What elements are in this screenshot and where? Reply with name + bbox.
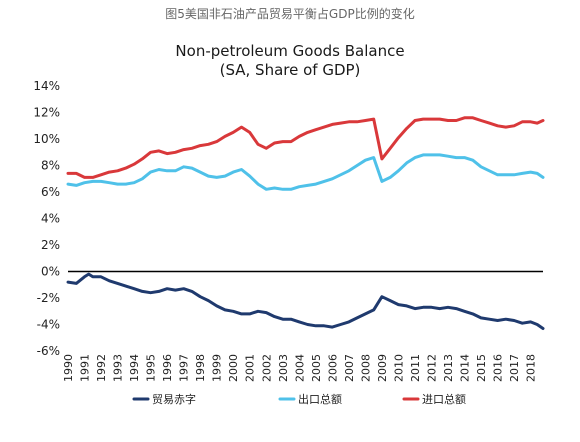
- x-axis: 1990 1991 1992 1993 1994 1995 1996 1997 1998 1999…: [62, 354, 538, 382]
- x-tick-label: 2011: [409, 354, 422, 382]
- x-tick-label: 2014: [459, 354, 472, 382]
- x-tick-label: 2003: [277, 354, 290, 382]
- y-tick-label: 10%: [33, 132, 60, 146]
- y-tick-label: 0%: [41, 265, 60, 279]
- x-tick-label: 1995: [145, 354, 158, 382]
- y-tick-label: 6%: [41, 185, 60, 199]
- chart-subtitle: (SA, Share of GDP): [219, 61, 361, 79]
- x-tick-label: 2018: [525, 354, 538, 382]
- x-tick-label: 1992: [95, 354, 108, 382]
- x-tick-label: 1991: [79, 354, 92, 382]
- x-tick-label: 2016: [492, 354, 505, 382]
- x-tick-label: 2002: [260, 354, 273, 382]
- x-tick-label: 2005: [310, 354, 323, 382]
- chart-title: Non-petroleum Goods Balance: [175, 42, 405, 60]
- x-tick-label: 2010: [392, 354, 405, 382]
- series-line-1: [66, 272, 545, 330]
- y-tick-label: 14%: [33, 79, 60, 93]
- x-tick-label: 1996: [161, 354, 174, 382]
- legend-label-3: 进口总额: [422, 392, 466, 406]
- y-tick-label: 4%: [41, 212, 60, 226]
- y-tick-label: 12%: [33, 106, 60, 120]
- legend-label-2: 出口总额: [298, 392, 342, 406]
- x-tick-label: 2009: [376, 354, 389, 382]
- y-tick-label: -4%: [37, 318, 60, 332]
- legend: 贸易赤字 出口总额 进口总额: [132, 392, 466, 406]
- series-lines: [66, 116, 545, 330]
- series-line-2: [66, 153, 545, 191]
- y-axis: -6% -4% -2% 0% 2% 4% 6% 8% 10% 12% 14%: [33, 79, 60, 358]
- series-line-3: [66, 116, 545, 179]
- x-tick-label: 1993: [112, 354, 125, 382]
- y-tick-label: 8%: [41, 159, 60, 173]
- x-tick-label: 2013: [442, 354, 455, 382]
- x-tick-label: 2004: [293, 354, 306, 382]
- x-tick-label: 2017: [508, 354, 521, 382]
- x-tick-label: 1999: [211, 354, 224, 382]
- x-tick-label: 1997: [178, 354, 191, 382]
- y-tick-label: -6%: [37, 344, 60, 358]
- legend-label-1: 贸易赤字: [152, 392, 196, 406]
- y-tick-label: -2%: [37, 291, 60, 305]
- x-tick-label: 1990: [62, 354, 75, 382]
- x-tick-label: 2001: [244, 354, 257, 382]
- x-tick-label: 2006: [326, 354, 339, 382]
- chart-caption: 图5美国非石油产品贸易平衡占GDP比例的变化: [165, 7, 415, 21]
- x-tick-label: 2012: [425, 354, 438, 382]
- x-tick-label: 1998: [194, 354, 207, 382]
- x-tick-label: 1994: [128, 354, 141, 382]
- y-tick-label: 2%: [41, 238, 60, 252]
- x-tick-label: 2007: [343, 354, 356, 382]
- x-tick-label: 2015: [475, 354, 488, 382]
- x-tick-label: 2000: [227, 354, 240, 382]
- x-tick-label: 2008: [359, 354, 372, 382]
